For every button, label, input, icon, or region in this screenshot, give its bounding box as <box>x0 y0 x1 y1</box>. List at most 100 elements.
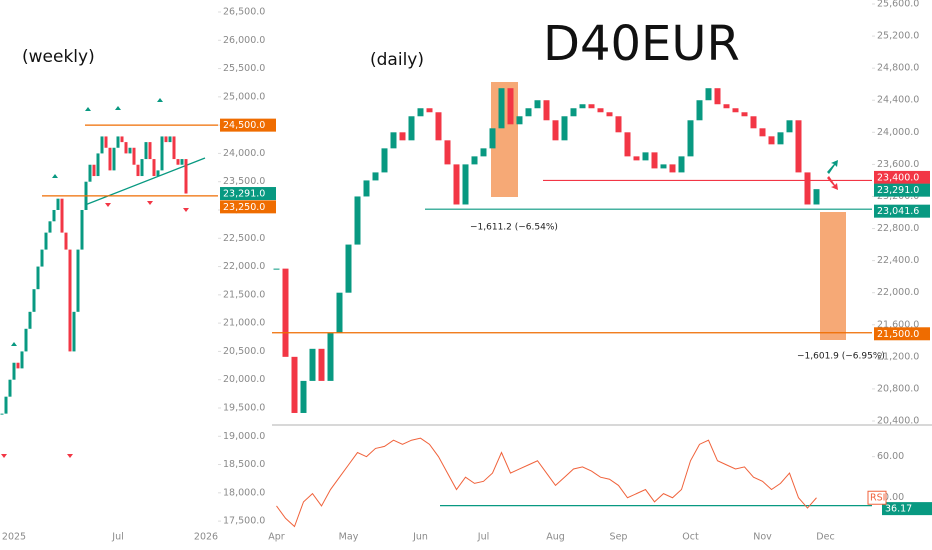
y-tick-label: 19,500.0 <box>223 402 265 413</box>
y-tick-label: 19,000.0 <box>223 431 265 442</box>
candle <box>750 116 757 129</box>
candle <box>48 221 52 233</box>
candle <box>453 164 460 205</box>
chart-title: D40EUR <box>543 16 740 72</box>
candle <box>579 104 586 109</box>
rsi-name-tag: RSI <box>870 493 885 504</box>
rsi-name-tag-bg <box>867 490 887 505</box>
candle <box>534 100 541 109</box>
candle <box>152 159 156 177</box>
candle <box>561 116 568 141</box>
candle <box>120 136 124 143</box>
candle <box>417 108 424 117</box>
candle <box>624 132 631 157</box>
candle <box>16 362 20 369</box>
candle <box>128 147 132 154</box>
candle <box>552 120 559 141</box>
x-tick-label: May <box>339 532 359 543</box>
level-tag: 21,500.0 <box>877 329 919 340</box>
candle <box>156 170 160 177</box>
candle <box>180 159 184 165</box>
candle <box>804 172 811 205</box>
x-tick-label: Jun <box>412 532 428 543</box>
y-tick-label: 24,000.0 <box>877 127 919 138</box>
candle <box>20 351 24 369</box>
y-tick-label: 20,400.0 <box>877 415 919 426</box>
candle <box>795 120 802 173</box>
candle <box>92 164 96 177</box>
y-tick-label: 40.00 <box>877 492 904 503</box>
y-tick-label: 24,800.0 <box>877 63 919 74</box>
candle <box>88 164 92 182</box>
x-tick-label: Jul <box>111 532 123 543</box>
candle <box>104 136 108 148</box>
candle <box>525 108 532 117</box>
candle <box>148 142 152 160</box>
y-tick-label: 25,000.0 <box>223 91 265 102</box>
level-tag-bg <box>874 204 930 218</box>
candle <box>168 136 172 143</box>
x-tick-label: Nov <box>753 532 772 543</box>
candle <box>660 164 667 169</box>
panel-label: (weekly) <box>22 47 95 67</box>
candle <box>723 104 730 109</box>
candle <box>345 244 352 293</box>
level-tag: 23,291.0 <box>877 185 919 196</box>
candle <box>8 379 12 397</box>
x-tick-label: 2025 <box>2 532 26 543</box>
level-tag-bg <box>220 187 276 201</box>
candle <box>381 148 388 173</box>
candle <box>741 112 748 117</box>
candle <box>768 136 775 145</box>
candle <box>80 209 84 250</box>
candle <box>112 147 116 171</box>
candle <box>318 348 325 381</box>
candle <box>160 136 164 171</box>
y-tick-label: 20,000.0 <box>223 374 265 385</box>
candle <box>813 189 820 205</box>
candle <box>184 159 188 194</box>
candle <box>68 249 72 352</box>
candle <box>172 136 176 160</box>
y-tick-label: 22,400.0 <box>877 255 919 266</box>
level-tag: 23,041.6 <box>877 206 919 217</box>
candle <box>273 268 280 270</box>
candle <box>64 232 68 250</box>
candle <box>164 136 168 143</box>
candle <box>56 198 60 210</box>
x-tick-label: Jul <box>477 532 489 543</box>
candle <box>300 380 307 413</box>
rsi-level-tag: 36.17 <box>885 504 912 515</box>
rsi-line <box>276 437 817 528</box>
candle <box>489 128 496 149</box>
candle <box>72 311 76 352</box>
candle <box>687 120 694 157</box>
x-tick-label: Aug <box>546 532 565 543</box>
candle <box>462 164 469 205</box>
y-tick-label: 21,600.0 <box>877 319 919 330</box>
candle <box>176 159 180 165</box>
candle <box>633 156 640 161</box>
down-arrow <box>827 176 838 190</box>
level-tag: 24,500.0 <box>223 120 265 131</box>
candle <box>336 292 343 333</box>
candle <box>588 104 595 109</box>
candle <box>786 120 793 133</box>
candle <box>36 266 40 290</box>
candle <box>60 198 64 233</box>
x-tick-label: Apr <box>268 532 285 543</box>
y-tick-label: 23,600.0 <box>877 159 919 170</box>
y-tick-label: 24,400.0 <box>877 95 919 106</box>
candle <box>132 147 136 165</box>
x-tick-label: Oct <box>682 532 699 543</box>
y-tick-label: 22,500.0 <box>223 233 265 244</box>
candle <box>543 100 550 121</box>
candle <box>76 249 80 312</box>
level-tag: 23,400.0 <box>877 172 919 183</box>
candle <box>444 140 451 165</box>
y-tick-label: 18,000.0 <box>223 487 265 498</box>
candle <box>4 396 8 414</box>
panel-label: (daily) <box>370 50 424 70</box>
y-tick-label: 23,500.0 <box>223 176 265 187</box>
candle <box>372 172 379 181</box>
